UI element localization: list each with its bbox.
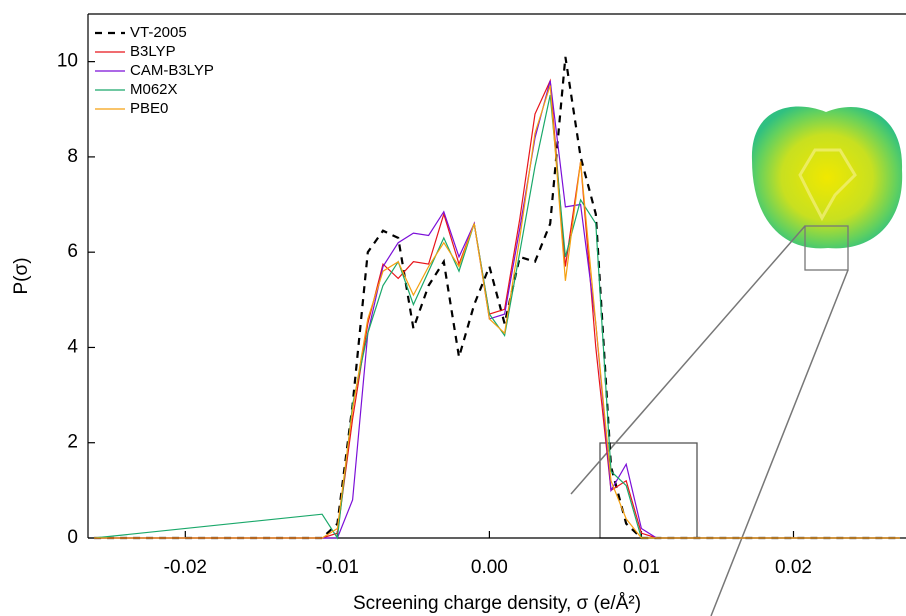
legend-label: B3LYP bbox=[130, 43, 176, 60]
series-line bbox=[94, 56, 900, 540]
y-tick-label: 10 bbox=[57, 51, 78, 72]
legend-label: CAM-B3LYP bbox=[130, 62, 214, 79]
series-line bbox=[94, 85, 900, 539]
legend-label: M062X bbox=[130, 81, 178, 98]
molecule-inset bbox=[570, 106, 903, 616]
y-tick-label: 4 bbox=[67, 336, 78, 357]
x-tick-label: 0.00 bbox=[471, 557, 508, 578]
y-axis-label: P(σ) bbox=[11, 257, 32, 294]
legend-label: VT-2005 bbox=[130, 24, 187, 41]
y-tick-label: 6 bbox=[67, 241, 78, 262]
y-tick-label: 2 bbox=[67, 432, 78, 453]
y-tick-label: 0 bbox=[67, 527, 78, 548]
legend-label: PBE0 bbox=[130, 100, 168, 117]
x-tick-label: -0.01 bbox=[316, 557, 359, 578]
x-tick-label: 0.01 bbox=[623, 557, 660, 578]
y-tick-label: 8 bbox=[67, 146, 78, 167]
series-line bbox=[94, 94, 900, 540]
x-tick-label: 0.02 bbox=[775, 557, 812, 578]
x-axis-label: Screening charge density, σ (e/Å²) bbox=[353, 593, 641, 614]
x-tick-label: -0.02 bbox=[164, 557, 207, 578]
